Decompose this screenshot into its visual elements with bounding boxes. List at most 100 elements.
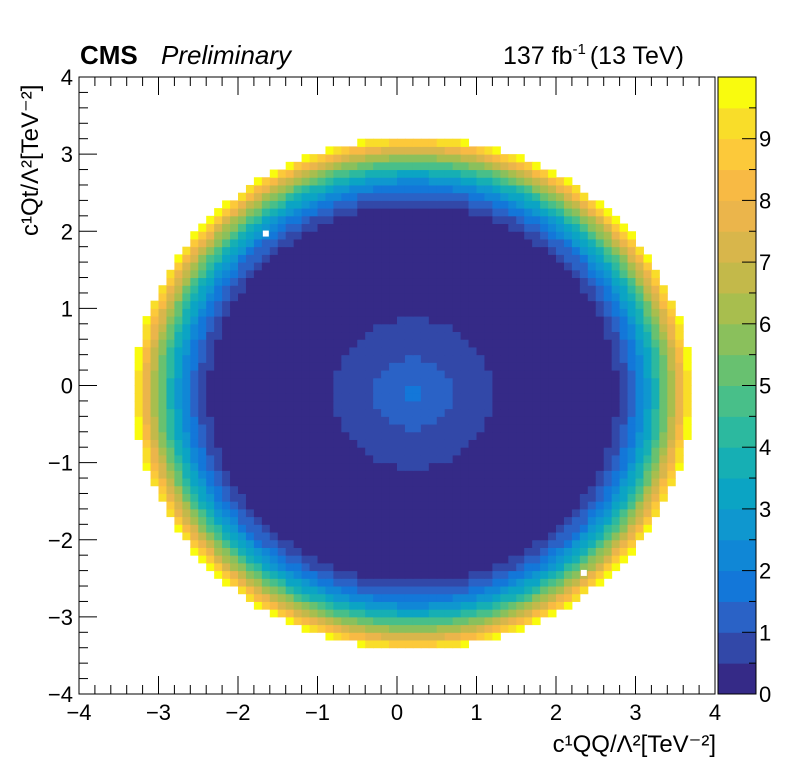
heatmap-cell	[373, 316, 382, 325]
heatmap-cell	[301, 524, 311, 533]
heatmap-cell	[516, 385, 525, 394]
heatmap-cell	[452, 454, 462, 464]
heatmap-cell	[397, 593, 406, 602]
heatmap-cell	[532, 516, 541, 525]
heatmap-cell	[293, 586, 303, 595]
heatmap-cell	[301, 516, 311, 525]
heatmap-cell	[460, 601, 470, 610]
heatmap-cell	[389, 331, 398, 340]
heatmap-cell	[675, 431, 684, 440]
heatmap-cell	[667, 300, 676, 309]
heatmap-cell	[500, 562, 509, 572]
heatmap-cell	[468, 454, 477, 464]
heatmap-cell	[206, 454, 215, 464]
heatmap-cell	[468, 223, 477, 232]
heatmap-cell	[579, 424, 589, 433]
heatmap-cell	[611, 470, 621, 479]
heatmap-cell	[293, 416, 303, 425]
heatmap-cell	[659, 485, 668, 494]
color-bar-segment	[718, 200, 756, 232]
heatmap-cell	[333, 431, 342, 440]
heatmap-cell	[420, 593, 430, 602]
heatmap-cell	[206, 547, 215, 556]
heatmap-cell	[190, 462, 199, 471]
heatmap-cell	[245, 447, 255, 456]
heatmap-cell	[397, 254, 406, 263]
heatmap-cell	[373, 138, 382, 147]
heatmap-cell	[150, 370, 159, 379]
heatmap-cell	[285, 354, 295, 363]
heatmap-cell	[397, 454, 406, 464]
heatmap-cell	[238, 354, 247, 363]
heatmap-cell	[484, 632, 493, 641]
heatmap-cell	[603, 285, 613, 294]
heatmap-cell	[436, 154, 446, 163]
heatmap-cell	[492, 231, 501, 240]
heatmap-cell	[500, 601, 509, 610]
heatmap-cell	[293, 323, 303, 333]
heatmap-cell	[675, 424, 684, 433]
heatmap-cell	[579, 192, 589, 201]
heatmap-cell	[412, 400, 422, 410]
heatmap-cell	[476, 570, 485, 579]
heatmap-cell	[349, 570, 358, 579]
heatmap-cell	[412, 323, 422, 333]
heatmap-cell	[293, 532, 303, 541]
heatmap-cell	[516, 370, 525, 379]
heatmap-cell	[540, 292, 549, 302]
heatmap-cell	[476, 177, 485, 186]
heatmap-cell	[365, 532, 374, 541]
heatmap-cell	[214, 539, 223, 548]
heatmap-cell	[198, 547, 207, 556]
heatmap-cell	[595, 570, 605, 579]
heatmap-cell	[683, 408, 692, 417]
heatmap-cell	[349, 470, 358, 479]
heatmap-cell	[436, 362, 446, 371]
heatmap-cell	[595, 354, 605, 363]
heatmap-cell	[277, 501, 287, 510]
heatmap-cell	[651, 454, 660, 464]
heatmap-cell	[349, 478, 358, 487]
heatmap-cell	[158, 354, 167, 363]
marker-point	[262, 230, 269, 237]
heatmap-cell	[563, 524, 573, 533]
heatmap-cell	[341, 238, 350, 248]
heatmap-cell	[524, 169, 533, 178]
heatmap-cell	[516, 262, 525, 271]
heatmap-cell	[357, 478, 366, 487]
heatmap-cell	[309, 316, 318, 325]
heatmap-cell	[571, 377, 581, 386]
heatmap-cell	[198, 354, 207, 363]
heatmap-cell	[556, 346, 565, 356]
heatmap-cell	[603, 323, 613, 333]
heatmap-cell	[166, 277, 175, 286]
heatmap-cell	[174, 292, 183, 302]
heatmap-cell	[198, 454, 207, 464]
heatmap-cell	[412, 184, 422, 194]
heatmap-cell	[444, 601, 454, 610]
heatmap-cell	[484, 177, 493, 186]
heatmap-cell	[436, 200, 446, 209]
heatmap-cell	[333, 485, 342, 494]
heatmap-cell	[341, 478, 350, 487]
heatmap-cell	[190, 377, 199, 386]
heatmap-cell	[269, 177, 279, 186]
heatmap-cell	[357, 215, 366, 225]
heatmap-cell	[253, 246, 263, 255]
heatmap-cell	[611, 547, 621, 556]
heatmap-cell	[516, 485, 525, 494]
heatmap-cell	[611, 285, 621, 294]
heatmap-cell	[285, 447, 295, 456]
heatmap-cell	[627, 292, 636, 302]
heatmap-cell	[651, 508, 660, 518]
heatmap-cell	[484, 161, 493, 171]
heatmap-cell	[261, 555, 271, 564]
heatmap-cell	[476, 223, 485, 232]
heatmap-cell	[563, 192, 573, 201]
heatmap-cell	[261, 246, 271, 255]
heatmap-cell	[412, 339, 422, 348]
heatmap-cell	[325, 354, 334, 363]
heatmap-cell	[325, 208, 334, 217]
heatmap-cell	[261, 339, 271, 348]
heatmap-cell	[548, 609, 557, 618]
